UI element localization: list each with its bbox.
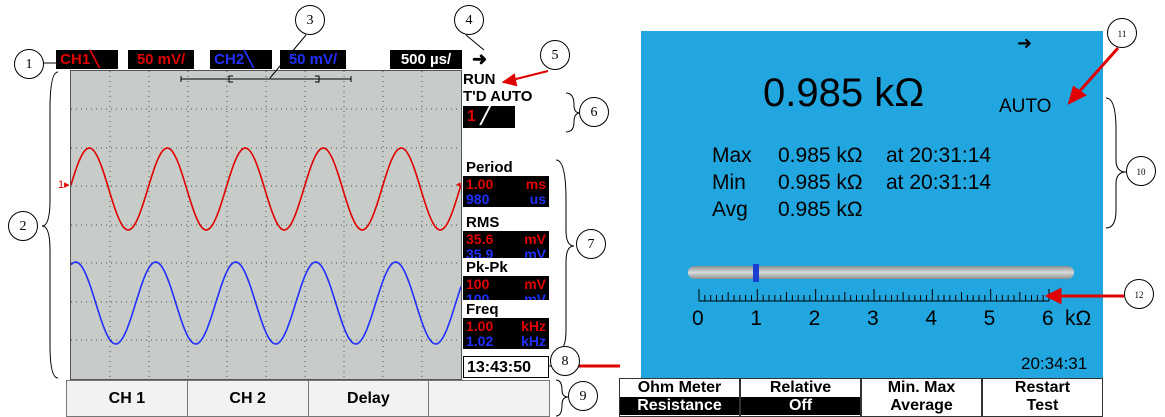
measure-unit-ch2: mV bbox=[524, 246, 546, 262]
softkey-ch1[interactable]: CH 1 bbox=[67, 381, 188, 416]
ch1-ground-marker: 1▸ bbox=[58, 179, 70, 191]
softkey-ch2[interactable]: CH 2 bbox=[188, 381, 309, 416]
callout-9: 9 bbox=[568, 381, 598, 411]
stat-min-value: 0.985 kΩ bbox=[778, 171, 863, 194]
softkey-ohm-meter[interactable]: Ohm Meter Resistance bbox=[619, 378, 740, 417]
meter-softkey-bar: Ohm Meter Resistance Relative Off Min. Max… bbox=[619, 378, 1103, 417]
bar-graph-track bbox=[688, 266, 1074, 279]
softkey-bottom-label: Off bbox=[741, 397, 860, 415]
softkey-top-label: Restart bbox=[1014, 379, 1071, 396]
stat-avg-label: Avg bbox=[712, 198, 748, 221]
measure-unit-ch2: us bbox=[529, 191, 546, 207]
ch1-label: CH1 bbox=[60, 51, 91, 68]
ohm-meter-display: ➜ 0.985 kΩ AUTO Max 0.985 kΩ at 20:31:14… bbox=[641, 31, 1103, 378]
ch1-indicator: CH1╲ bbox=[56, 50, 118, 69]
callout-3: 3 bbox=[295, 5, 325, 35]
callout-12: 12 bbox=[1124, 279, 1154, 309]
power-plug-icon: ➜ bbox=[472, 49, 488, 69]
measure-unit-ch1: kHz bbox=[521, 318, 546, 334]
stat-min-time: at 20:31:14 bbox=[886, 171, 992, 194]
range-mode: AUTO bbox=[999, 96, 1052, 117]
measure-value-ch2: 35.9 bbox=[466, 246, 494, 262]
stat-max-label: Max bbox=[712, 144, 752, 167]
measure-unit-ch2: kHz bbox=[521, 333, 546, 349]
measure-value-ch1: 100 bbox=[466, 276, 490, 292]
ch2-waveform bbox=[71, 261, 461, 345]
ch2-scale: 50 mV/ bbox=[280, 50, 346, 69]
softkey-bottom-label: Average bbox=[890, 397, 953, 414]
scope-softkey-bar: CH 1 CH 2 Delay bbox=[66, 380, 550, 417]
measure-period: Period 1.00 ms 980 us bbox=[463, 158, 549, 207]
measure-freq: Freq 1.00 kHz 1.02 kHz bbox=[463, 300, 549, 349]
scale-label: 5 bbox=[983, 307, 996, 330]
callout-10: 10 bbox=[1126, 156, 1156, 186]
scale-unit: kΩ bbox=[1065, 307, 1092, 330]
rising-edge-icon: ╱ bbox=[480, 108, 490, 125]
right-annotation-lines bbox=[1044, 47, 1127, 305]
stat-max-time: at 20:31:14 bbox=[886, 144, 992, 167]
ch1-marker-label: 1 bbox=[58, 179, 65, 191]
scale-label: 6 bbox=[1042, 307, 1054, 330]
callout-11: 11 bbox=[1107, 18, 1137, 48]
callout-8: 8 bbox=[550, 346, 580, 376]
measure-value-ch2: 1.02 bbox=[466, 333, 494, 349]
trigger-level-marker: ◂ bbox=[456, 180, 461, 190]
measure-unit-ch1: mV bbox=[524, 276, 546, 292]
scale-label: 1 bbox=[750, 307, 763, 330]
callout-2: 2 bbox=[8, 211, 38, 241]
softkey-bottom-label: Resistance bbox=[620, 397, 739, 415]
measure-label: Pk-Pk bbox=[463, 258, 549, 277]
softkey-top-label: Ohm Meter bbox=[637, 379, 722, 396]
ch2-label: CH2 bbox=[214, 51, 245, 68]
callout-4: 4 bbox=[454, 5, 484, 35]
scale-label: 0 bbox=[692, 307, 704, 330]
scale-label: 3 bbox=[867, 307, 879, 330]
bar-graph-marker bbox=[753, 264, 760, 282]
ch1-waveform bbox=[71, 147, 461, 231]
softkey-delay[interactable]: Delay bbox=[309, 381, 430, 416]
scale-label: 2 bbox=[808, 307, 821, 330]
callout-1: 1 bbox=[14, 49, 44, 79]
waveform-display bbox=[70, 70, 462, 380]
stat-min-label: Min bbox=[712, 171, 746, 194]
softkey-min-max[interactable]: Min. Max Average bbox=[861, 378, 982, 417]
softkey-bottom-label: Test bbox=[1026, 397, 1059, 414]
memory-position-bar bbox=[180, 75, 352, 83]
measure-value-ch1: 1.00 bbox=[466, 318, 494, 334]
measure-unit-ch1: ms bbox=[525, 176, 546, 192]
left-annotation-lines bbox=[41, 34, 620, 417]
scale-label: 4 bbox=[925, 307, 938, 330]
measure-label: RMS bbox=[463, 213, 549, 232]
callout-6: 6 bbox=[579, 97, 609, 127]
softkey-top-label: Min. Max bbox=[887, 379, 956, 396]
trigger-mode: T'D AUTO bbox=[463, 88, 549, 105]
measure-value-ch1: 35.6 bbox=[466, 231, 494, 247]
stat-avg-value: 0.985 kΩ bbox=[778, 198, 863, 221]
trigger-source-label: 1 bbox=[467, 108, 476, 125]
scope-clock: 13:43:50 bbox=[463, 356, 549, 378]
callout-7: 7 bbox=[576, 229, 606, 259]
measure-value-ch2: 980 bbox=[466, 191, 490, 207]
measure-rms: RMS 35.6 mV 35.9 mV bbox=[463, 213, 549, 262]
measure-unit-ch1: mV bbox=[524, 231, 546, 247]
trigger-source: 1 ╱ bbox=[463, 106, 515, 128]
stat-max-value: 0.985 kΩ bbox=[778, 144, 863, 167]
meter-scale bbox=[698, 289, 1050, 302]
scope-status-bar: CH1╲ 50 mV/ CH2╲ 50 mV/ 500 µs/ ➜ bbox=[56, 50, 506, 70]
waveform-svg bbox=[71, 71, 461, 379]
measure-label: Freq bbox=[463, 300, 549, 319]
ch2-indicator: CH2╲ bbox=[210, 50, 272, 69]
measure-label: Period bbox=[463, 158, 549, 177]
main-reading: 0.985 kΩ bbox=[763, 71, 925, 115]
callout-5: 5 bbox=[540, 40, 570, 70]
timebase-readout: 500 µs/ bbox=[390, 50, 462, 69]
measure-value-ch1: 1.00 bbox=[466, 176, 494, 192]
ch1-scale: 50 mV/ bbox=[128, 50, 194, 69]
softkey-restart[interactable]: Restart Test bbox=[982, 378, 1103, 417]
softkey-top-label: Relative bbox=[769, 379, 832, 396]
softkey-relative[interactable]: Relative Off bbox=[740, 378, 861, 417]
meter-clock: 20:34:31 bbox=[1021, 354, 1088, 373]
power-plug-icon: ➜ bbox=[1017, 33, 1033, 53]
